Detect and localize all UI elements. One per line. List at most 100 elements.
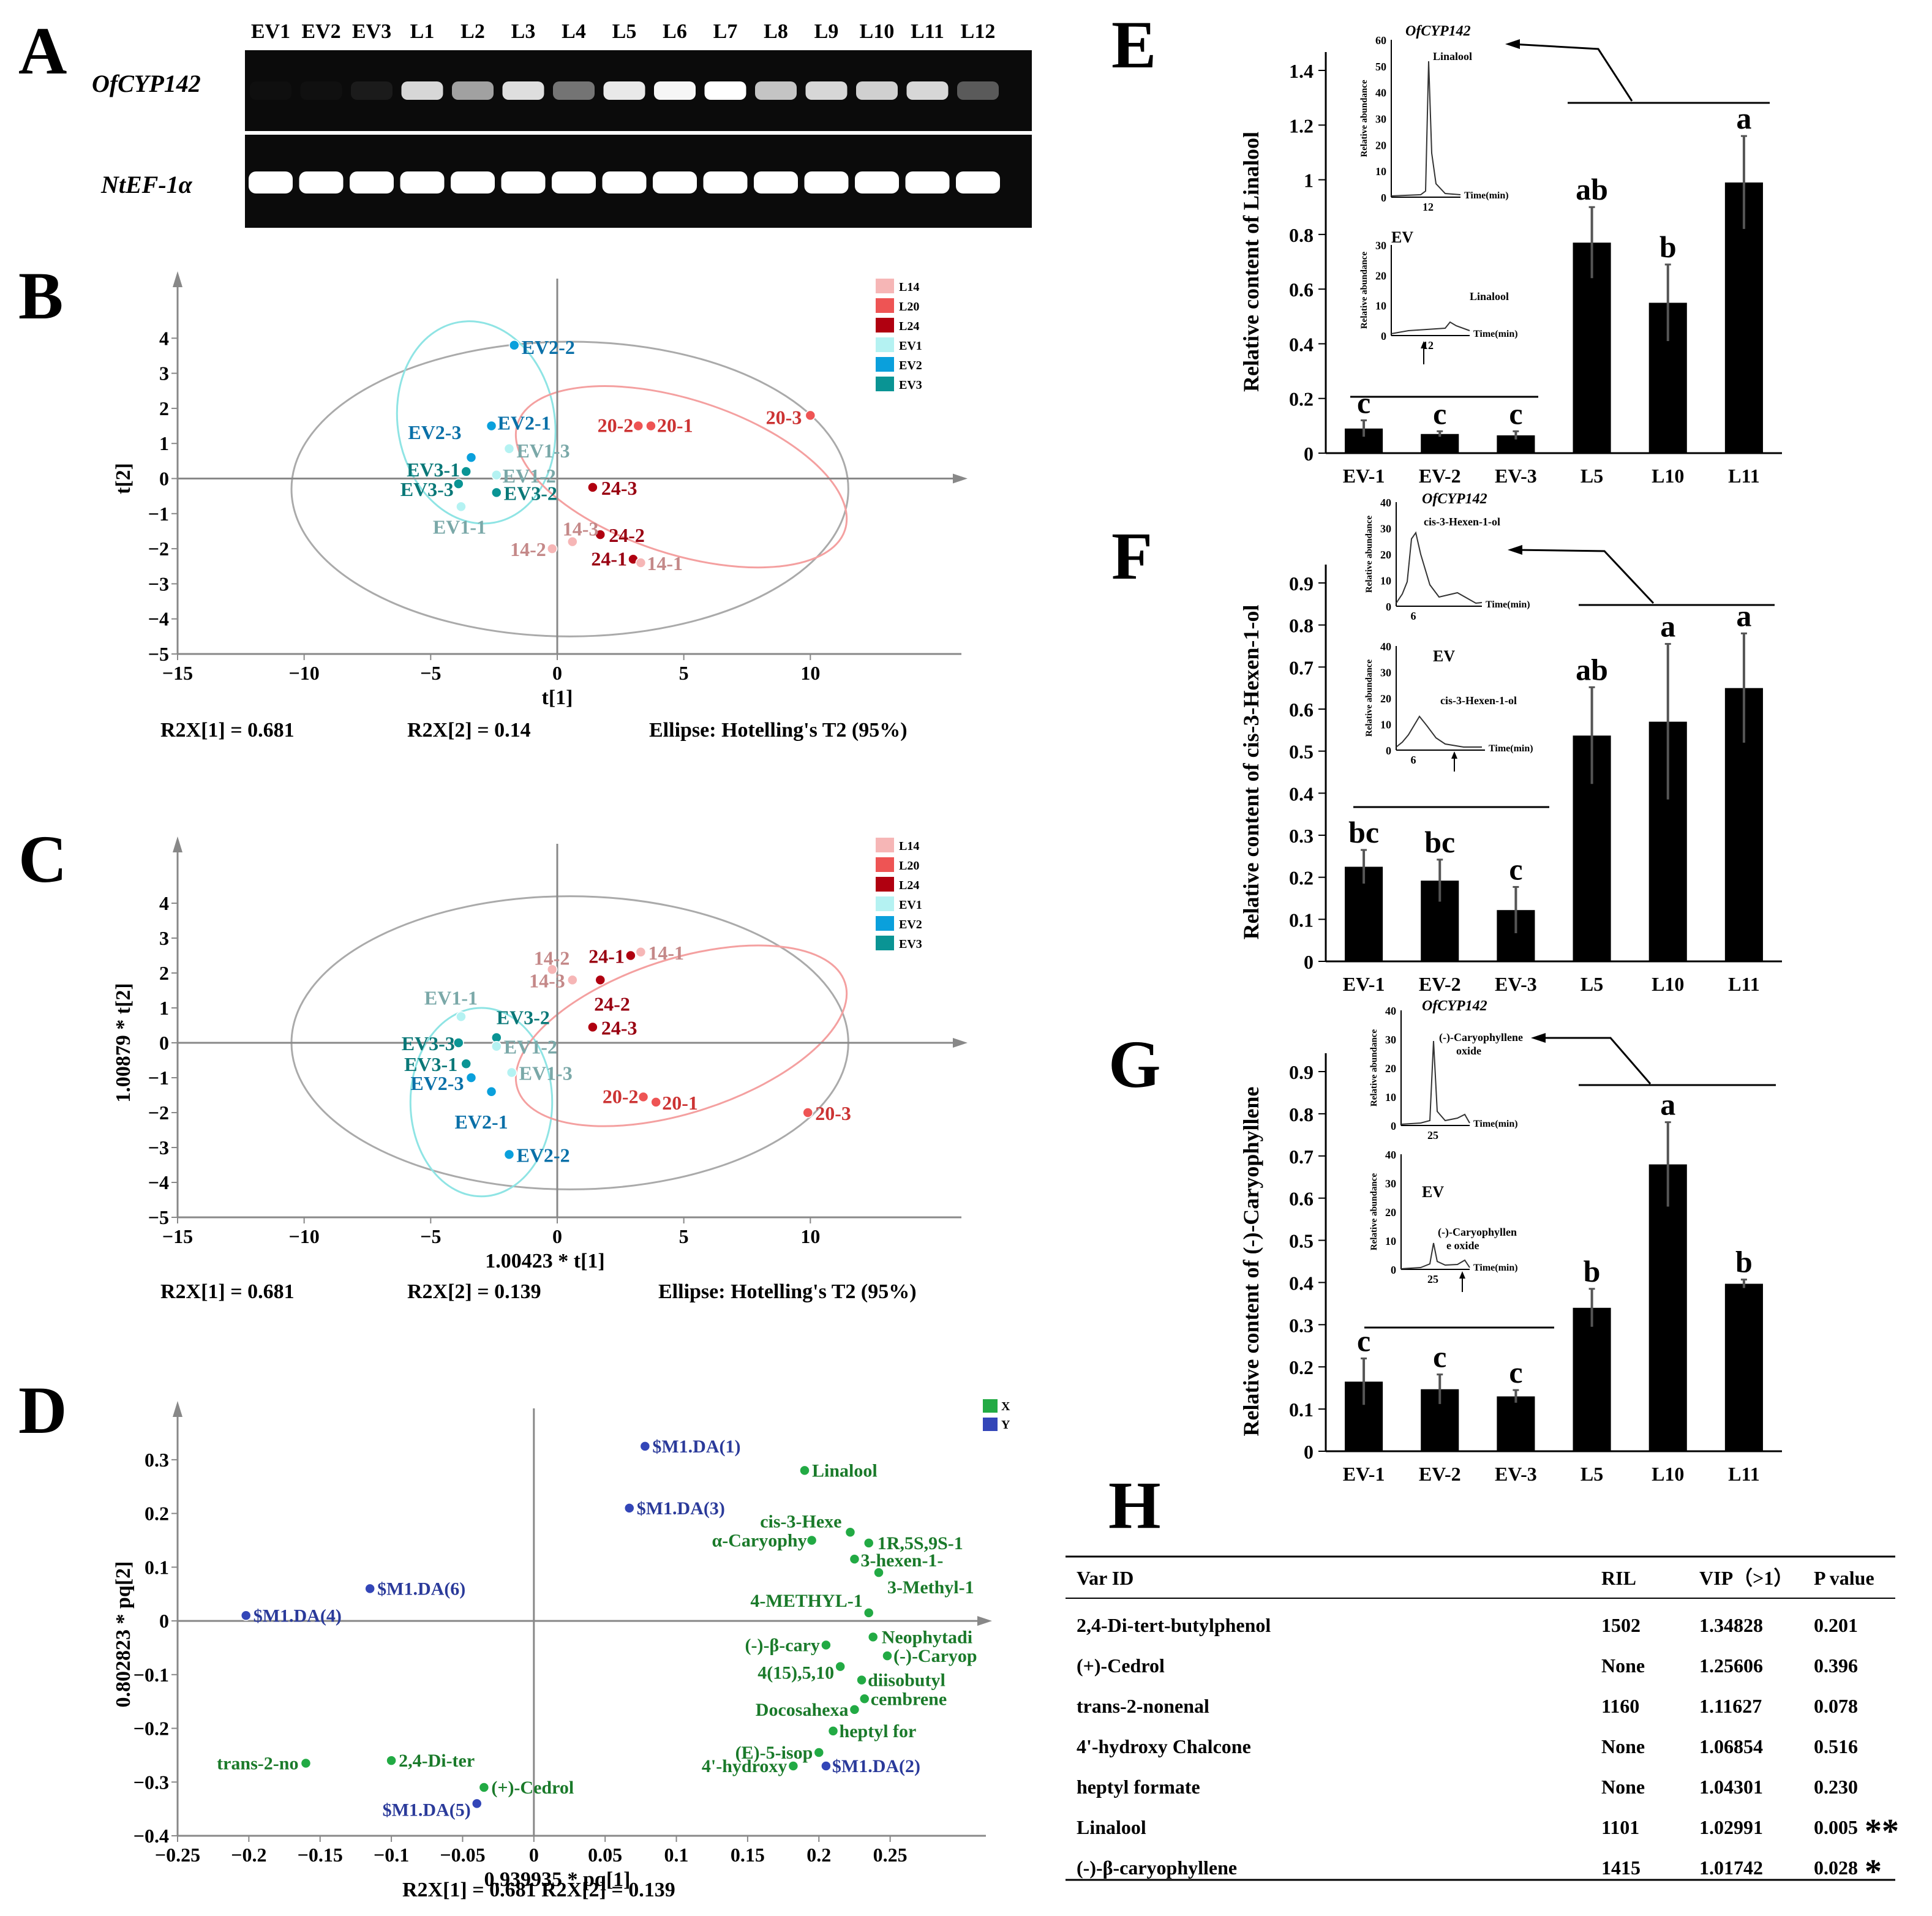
data-point <box>460 466 472 477</box>
d-footer: R2X[1] = 0.681 R2X[2] = 0.139 <box>402 1879 675 1901</box>
y-tick-label: 0.6 <box>1289 1188 1314 1210</box>
data-point <box>623 1503 635 1514</box>
y-axis-arrow <box>173 836 182 852</box>
point-label: 24-2 <box>609 524 645 546</box>
point-label: $M1.DA(6) <box>377 1579 465 1599</box>
y-tick-label: 2 <box>159 962 169 984</box>
inset-tick-label: 20 <box>1375 139 1386 151</box>
data-point <box>821 1639 832 1651</box>
c-ellipse-note: Ellipse: Hotelling's T2 (95%) <box>658 1280 917 1303</box>
inset-x-title: Time(min) <box>1473 1263 1518 1273</box>
y-tick-label: 3 <box>159 927 169 949</box>
data-point <box>508 340 520 351</box>
peak-label: (-)-Caryophyllen <box>1438 1226 1517 1239</box>
gel-band-ntef1a <box>653 171 697 193</box>
y-tick-label: 0.1 <box>1289 909 1314 931</box>
legend-label-l24: L24 <box>899 320 919 333</box>
table-cell-vip: 1.06854 <box>1699 1735 1763 1757</box>
significance-letter: a <box>1660 609 1675 644</box>
inset-tick-label: 20 <box>1385 1062 1396 1075</box>
chromatogram-trace <box>1400 1040 1470 1125</box>
legend-swatch-ev1 <box>876 337 894 352</box>
legend-label-ev2: EV2 <box>899 359 922 372</box>
data-point <box>787 1760 799 1771</box>
point-label: Docosahexa <box>756 1700 849 1720</box>
legend-swatch-ev1 <box>876 896 894 911</box>
b-r2x2: R2X[2] = 0.14 <box>407 719 531 742</box>
data-point <box>867 1631 879 1643</box>
l-group-ellipse <box>514 385 848 569</box>
x-tick-label: 0.2 <box>806 1844 831 1866</box>
point-label: 1R,5S,9S-1 <box>878 1533 963 1553</box>
gel-band-ntef1a <box>855 171 899 193</box>
gel-band-ofcyp142 <box>856 81 898 100</box>
x-tick-label: 0.25 <box>873 1844 908 1866</box>
inset-tick-label: 20 <box>1375 269 1386 282</box>
peak-label: Linalool <box>1433 50 1472 62</box>
l-group-ellipse <box>514 944 848 1127</box>
y-tick-label: 0 <box>159 468 169 490</box>
x-tick-label: 5 <box>679 1225 689 1247</box>
y-tick-label: 0.2 <box>1289 867 1314 889</box>
data-point <box>625 950 636 961</box>
peak-label: cis-3-Hexen-1-ol <box>1424 516 1500 528</box>
x-tick-label: −15 <box>162 662 193 684</box>
inset-tick-label: 20 <box>1385 1206 1396 1219</box>
inset-tick-label: 40 <box>1385 1005 1396 1017</box>
inset-gene-label: OfCYP142 <box>1422 998 1487 1014</box>
panel-label-f: F <box>1111 519 1152 593</box>
legend-label-y: Y <box>1001 1418 1010 1432</box>
chromatogram-inset-f: 40 30 20 10 0 6 Time(min) Relative abundance 40 3… <box>1364 491 1655 772</box>
inset-x-title: Time(min) <box>1489 743 1533 754</box>
legend-label-l20: L20 <box>899 300 919 314</box>
y-tick-label: 1.4 <box>1289 60 1314 82</box>
point-label: 20-3 <box>815 1102 851 1124</box>
x-tick-label: EV-2 <box>1419 1463 1461 1485</box>
y-tick-label: 0.1 <box>145 1556 169 1578</box>
data-point <box>456 501 467 513</box>
significance-letter: c <box>1509 1355 1522 1389</box>
point-label: 14-2 <box>510 538 546 560</box>
point-label: 2,4-Di-ter <box>399 1751 475 1771</box>
table-cell-varid: Linalool <box>1077 1816 1146 1838</box>
inset-up-arrow-head <box>1451 751 1457 759</box>
point-label: 24-1 <box>591 547 627 569</box>
y-tick-label: 2 <box>159 397 169 419</box>
point-label: EV1-2 <box>504 1036 557 1058</box>
x-tick-label: −10 <box>289 1225 320 1247</box>
legend-label-l20: L20 <box>899 859 919 873</box>
table-cell-pvalue: 0.028 <box>1814 1857 1858 1879</box>
y-tick-label: −1 <box>148 1067 169 1089</box>
significance-letter: ab <box>1576 652 1608 686</box>
loading-plot-d: −0.25 −0.2 −0.15 −0.1 −0.05 0 0.05 0.1 0.15 0.2 0.… <box>112 1401 992 1891</box>
inset-x-tick: 25 <box>1427 1273 1438 1285</box>
gel-band-ofcyp142 <box>957 81 999 100</box>
inset-up-arrow-head <box>1459 1271 1465 1279</box>
point-label: Neophytadi <box>882 1627 972 1647</box>
data-point <box>873 1567 884 1578</box>
y-tick-label: 0.8 <box>1289 224 1314 246</box>
gel-band-ofcyp142 <box>755 81 797 100</box>
y-tick-label: −5 <box>148 1206 169 1228</box>
significance-letter: a <box>1736 101 1751 135</box>
significance-letter: c <box>1509 396 1522 430</box>
point-label: EV3-3 <box>400 478 454 500</box>
panel-label-g: G <box>1108 1027 1161 1102</box>
y-tick-label: 0.4 <box>1289 333 1314 355</box>
inset-tick-label: 40 <box>1380 497 1391 509</box>
inset-y-title: Relative abundance <box>1364 659 1374 737</box>
data-point <box>546 964 558 975</box>
data-point <box>587 482 598 493</box>
point-label: α-Caryophy <box>712 1530 807 1550</box>
significance-letter: c <box>1509 852 1522 886</box>
peak-label: e oxide <box>1446 1239 1479 1252</box>
y-axis-title: Relative content of (-)-Caryophyllene <box>1239 1087 1263 1437</box>
inset-y-title: Relative abundance <box>1369 1173 1379 1251</box>
y-tick-label: 0.1 <box>1289 1399 1314 1421</box>
y-tick-label: 0.2 <box>1289 388 1314 410</box>
x-axis-title: 0.939935 * pq[1] <box>484 1868 631 1891</box>
b-r2x1: R2X[1] = 0.681 <box>160 719 295 742</box>
x-tick-label: −15 <box>162 1225 193 1247</box>
x-tick-label: −5 <box>420 662 441 684</box>
